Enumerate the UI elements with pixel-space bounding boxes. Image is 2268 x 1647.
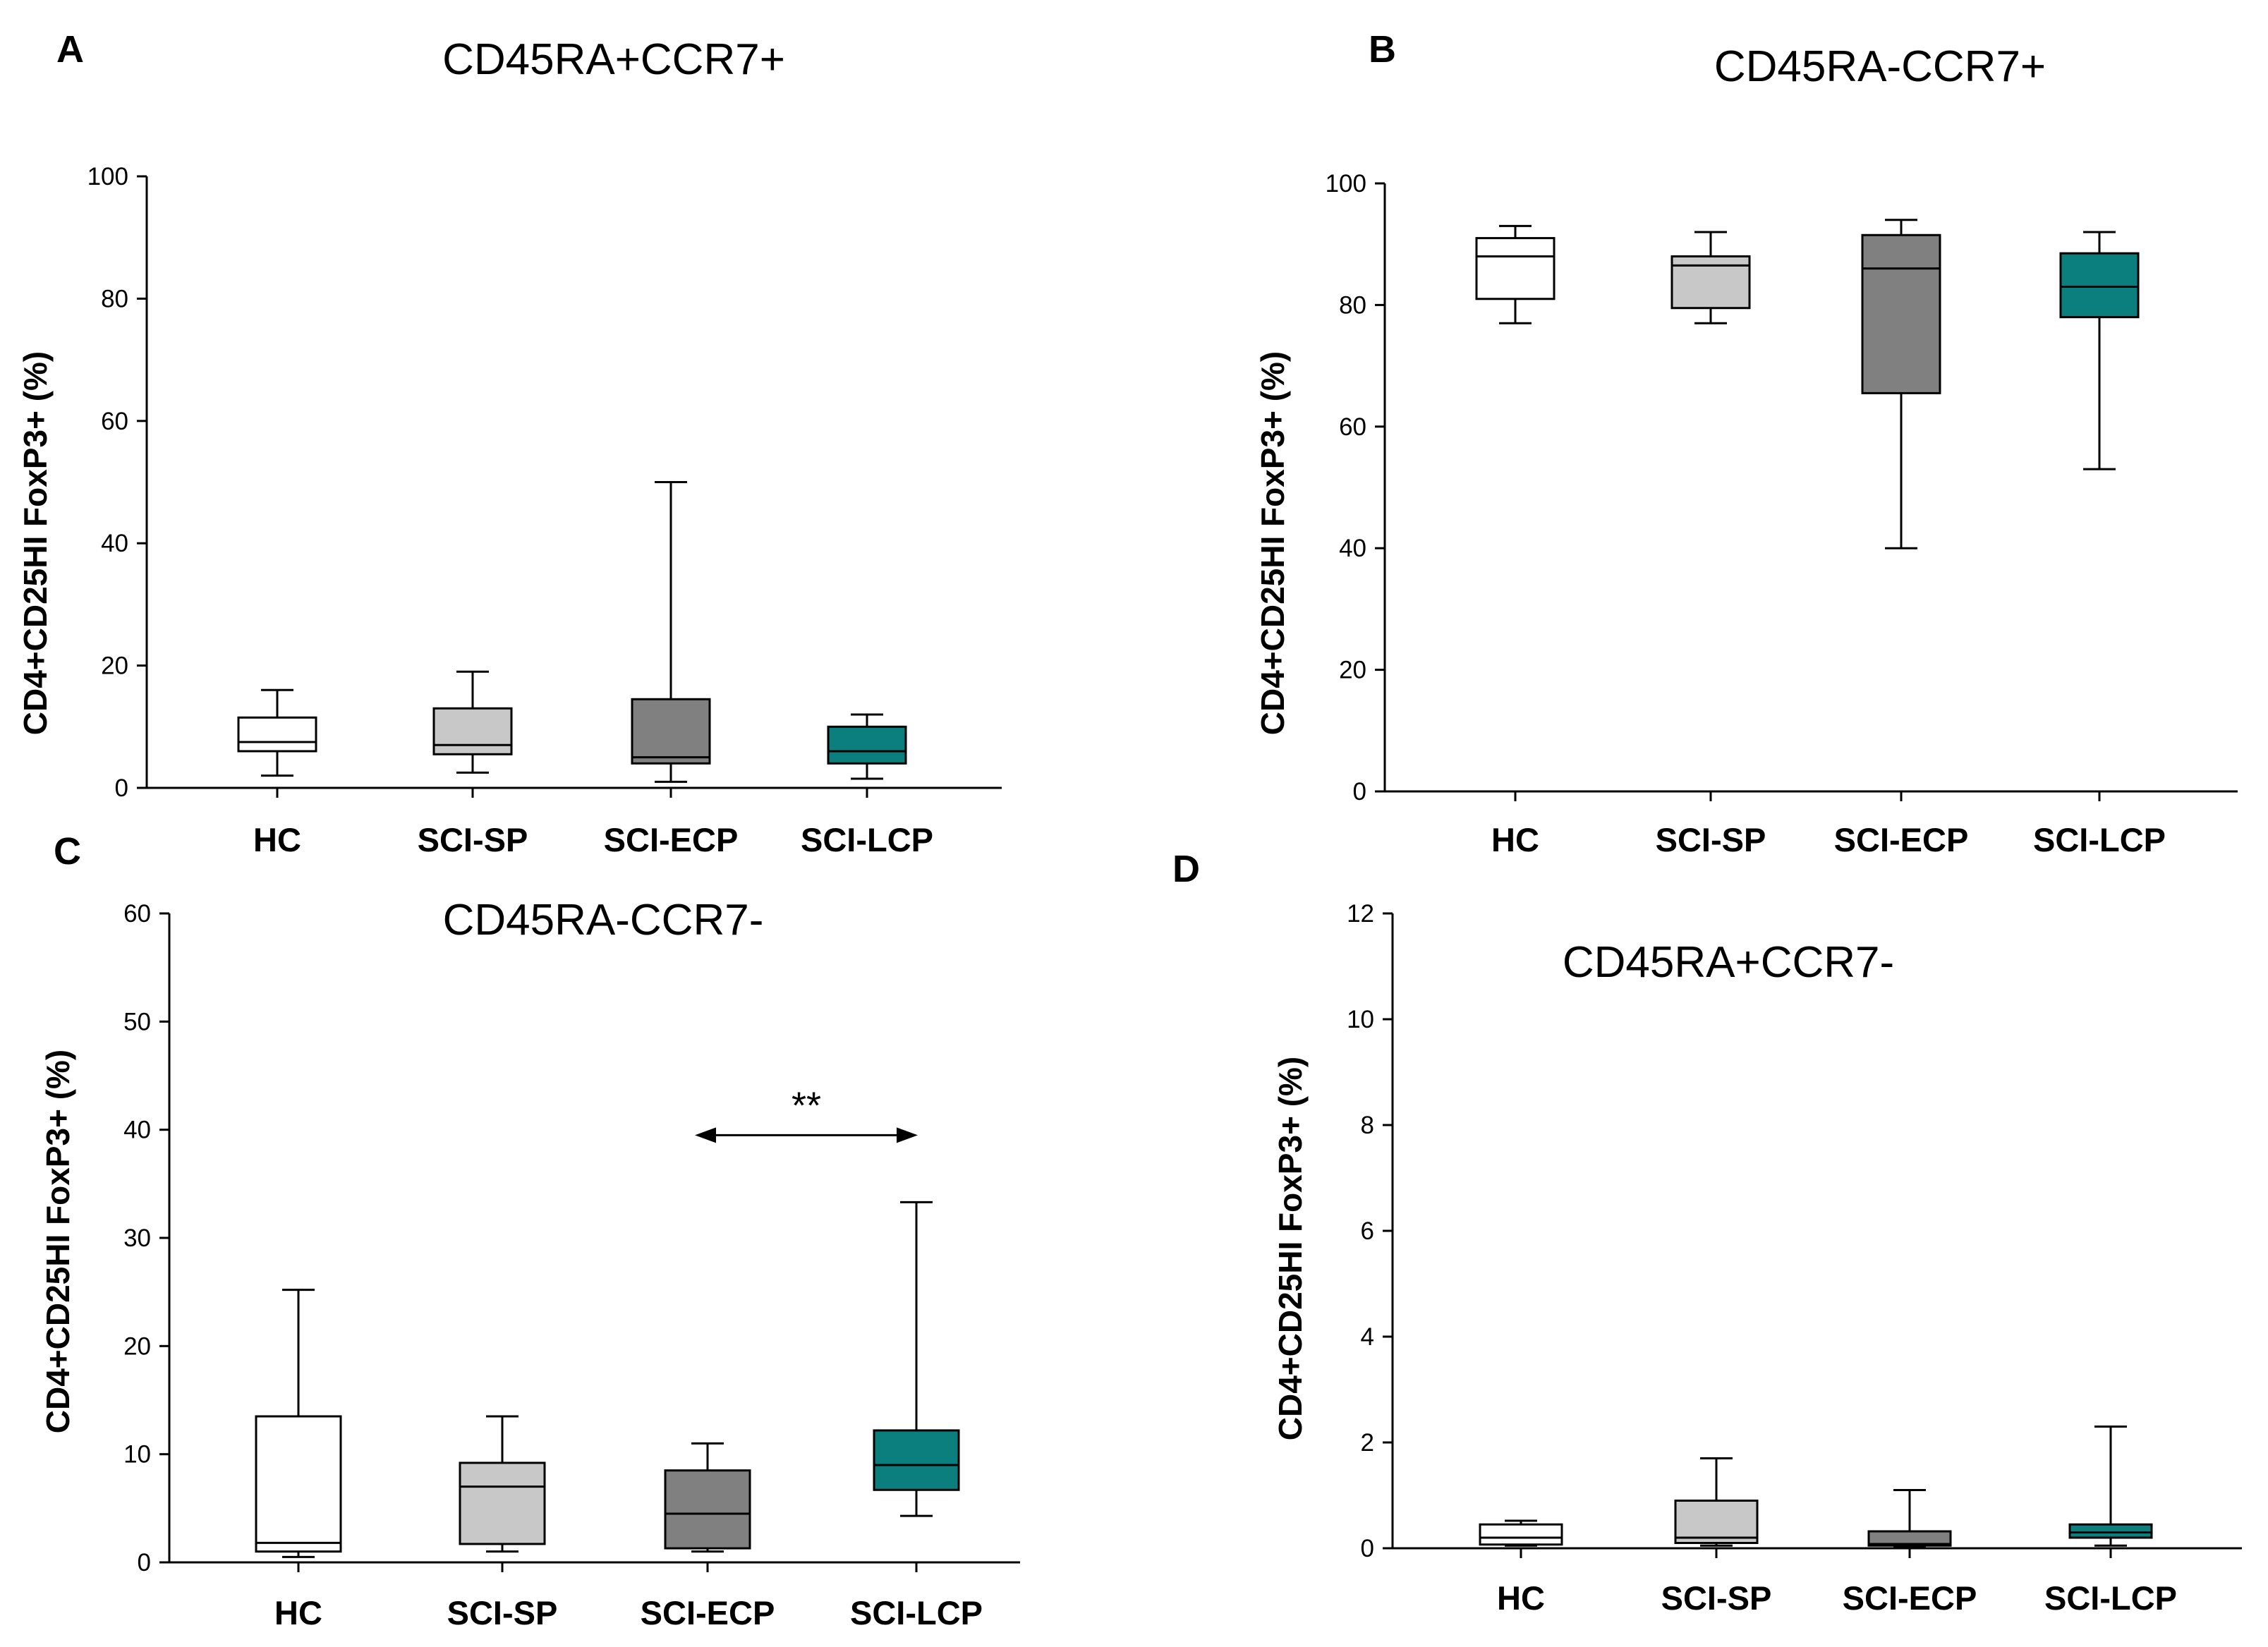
y-tick-label: 40: [123, 1117, 151, 1144]
chart-title-b: CD45RA-CCR7+: [1714, 42, 2046, 91]
y-tick-label: 50: [123, 1008, 151, 1035]
y-tick-label: 2: [1361, 1429, 1374, 1457]
y-tick-label: 80: [101, 285, 128, 312]
plot-area-b: 0 20 40 60 80 100 HC SCI-SP SCI-ECP SCI-LCP: [1326, 170, 2238, 858]
y-tick-label: 0: [115, 774, 128, 802]
box-sci-lcp: [2059, 231, 2140, 470]
box-rect-sci-ecp: [664, 1469, 751, 1550]
y-tick-label: 4: [1361, 1323, 1374, 1351]
y-tick-label: 10: [123, 1441, 151, 1469]
y-tick-label: 80: [1339, 291, 1366, 319]
x-tick-label-sci-ecp: SCI-ECP: [604, 821, 739, 858]
panel-letter-c: C: [54, 830, 81, 873]
box-rect-sci-lcp: [2059, 252, 2140, 319]
box-rect-sci-sp: [1674, 1500, 1759, 1544]
box-sci-ecp: [631, 481, 711, 783]
x-tick-label-sci-lcp: SCI-LCP: [2033, 821, 2166, 858]
panel-letter-b: B: [1369, 28, 1396, 71]
x-tick-label-sci-sp: SCI-SP: [1661, 1579, 1772, 1617]
y-tick-label: 12: [1347, 900, 1374, 928]
box-rect-sci-ecp: [1861, 233, 1941, 394]
y-tick-label: 100: [87, 163, 128, 190]
box-sci-ecp: [664, 1442, 751, 1553]
significance-annotation: **: [695, 1084, 918, 1143]
panel-b: B CD45RA-CCR7+ CD4+CD25HI FoxP3+ (%) 0 20…: [1254, 28, 2238, 858]
box-rect-sci-ecp: [631, 698, 711, 765]
panel-letter-a: A: [56, 28, 84, 71]
y-tick-label: 8: [1361, 1112, 1374, 1139]
panel-c: C CD45RA-CCR7- CD4+CD25HI FoxP3+ (%) 0 10…: [40, 830, 1020, 1631]
y-tick-label: 100: [1326, 170, 1366, 197]
box-hc: [237, 688, 317, 777]
panel-letter-d: D: [1172, 848, 1200, 890]
arrowhead-right: [897, 1127, 918, 1143]
y-tick-label: 0: [1353, 778, 1366, 806]
box-rect-sci-sp: [432, 707, 513, 755]
x-tick-label-sci-ecp: SCI-ECP: [1843, 1579, 1977, 1617]
y-tick-label: 20: [1339, 657, 1366, 684]
arrowhead-left: [695, 1127, 716, 1143]
plot-area-c: 0 10 20 30 40 50 60 HC SCI-SP SCI-ECP SCI-LCP **: [123, 900, 1020, 1631]
y-tick-label: 20: [101, 652, 128, 680]
box-rect-sci-lcp: [827, 725, 907, 765]
x-tick-label-sci-sp: SCI-SP: [1656, 821, 1766, 858]
x-tick-label-sci-ecp: SCI-ECP: [1834, 821, 1969, 858]
box-rect-sci-sp: [459, 1461, 546, 1545]
box-sci-lcp: [873, 1201, 960, 1517]
panel-a: A CD45RA+CCR7+ CD4+CD25HI FoxP3+ (%) 0 20…: [17, 28, 1002, 858]
box-rect-hc: [1479, 1523, 1563, 1546]
box-sci-sp: [1670, 231, 1751, 324]
box-sci-sp: [432, 670, 513, 774]
chart-title-c: CD45RA-CCR7-: [443, 896, 764, 944]
plot-area-d: 0 2 4 6 8 10 12 HC SCI-SP SCI-ECP SCI-LCP: [1347, 900, 2242, 1617]
y-tick-label: 60: [101, 408, 128, 435]
x-tick-label-sci-sp: SCI-SP: [418, 821, 528, 858]
box-hc: [255, 1289, 342, 1558]
y-axis-label-d: CD4+CD25HI FoxP3+ (%): [1272, 1057, 1309, 1441]
box-sci-lcp: [827, 713, 907, 780]
box-rect-hc: [255, 1415, 342, 1553]
significance-label: **: [792, 1084, 821, 1126]
x-tick-label-sci-lcp: SCI-LCP: [801, 821, 933, 858]
box-rect-sci-lcp: [2068, 1523, 2153, 1539]
box-rect-hc: [237, 716, 317, 753]
y-tick-label: 6: [1361, 1217, 1374, 1245]
box-rect-sci-ecp: [1867, 1530, 1952, 1547]
x-tick-label-hc: HC: [253, 821, 301, 858]
x-tick-label-hc: HC: [1491, 821, 1539, 858]
chart-title-a: CD45RA+CCR7+: [442, 35, 785, 84]
x-tick-label-sci-sp: SCI-SP: [447, 1594, 558, 1631]
y-tick-label: 40: [101, 530, 128, 557]
y-tick-label: 60: [1339, 413, 1366, 441]
box-sci-sp: [459, 1415, 546, 1553]
y-axis-label-a: CD4+CD25HI FoxP3+ (%): [17, 351, 54, 736]
panel-d: D CD45RA+CCR7- CD4+CD25HI FoxP3+ (%) 0 2 4…: [1172, 848, 2242, 1617]
x-tick-label-sci-ecp: SCI-ECP: [641, 1594, 775, 1631]
box-sci-lcp: [2068, 1426, 2153, 1547]
y-axis-label-b: CD4+CD25HI FoxP3+ (%): [1254, 351, 1291, 736]
box-rect-sci-sp: [1670, 255, 1751, 310]
x-tick-label-sci-lcp: SCI-LCP: [2044, 1579, 2177, 1617]
box-hc: [1479, 1519, 1563, 1547]
y-tick-label: 10: [1347, 1006, 1374, 1033]
y-tick-label: 30: [123, 1224, 151, 1252]
box-rect-sci-lcp: [873, 1429, 960, 1491]
box-sci-ecp: [1861, 219, 1941, 549]
plot-area-a: 0 20 40 60 80 100 HC SCI-SP SCI-ECP SCI-LCP: [87, 163, 1002, 858]
box-hc: [1475, 224, 1556, 324]
box-sci-sp: [1674, 1457, 1759, 1547]
y-tick-label: 40: [1339, 535, 1366, 562]
y-tick-label: 60: [123, 900, 151, 928]
box-sci-ecp: [1867, 1489, 1952, 1548]
box-rect-hc: [1475, 237, 1556, 300]
chart-title-d: CD45RA+CCR7-: [1563, 938, 1894, 987]
y-axis-label-c: CD4+CD25HI FoxP3+ (%): [40, 1050, 76, 1434]
x-tick-label-hc: HC: [1497, 1579, 1545, 1617]
x-tick-label-sci-lcp: SCI-LCP: [850, 1594, 983, 1631]
y-tick-label: 20: [123, 1332, 151, 1360]
y-tick-label: 0: [138, 1549, 151, 1576]
x-tick-label-hc: HC: [274, 1594, 322, 1631]
y-tick-label: 0: [1361, 1535, 1374, 1562]
